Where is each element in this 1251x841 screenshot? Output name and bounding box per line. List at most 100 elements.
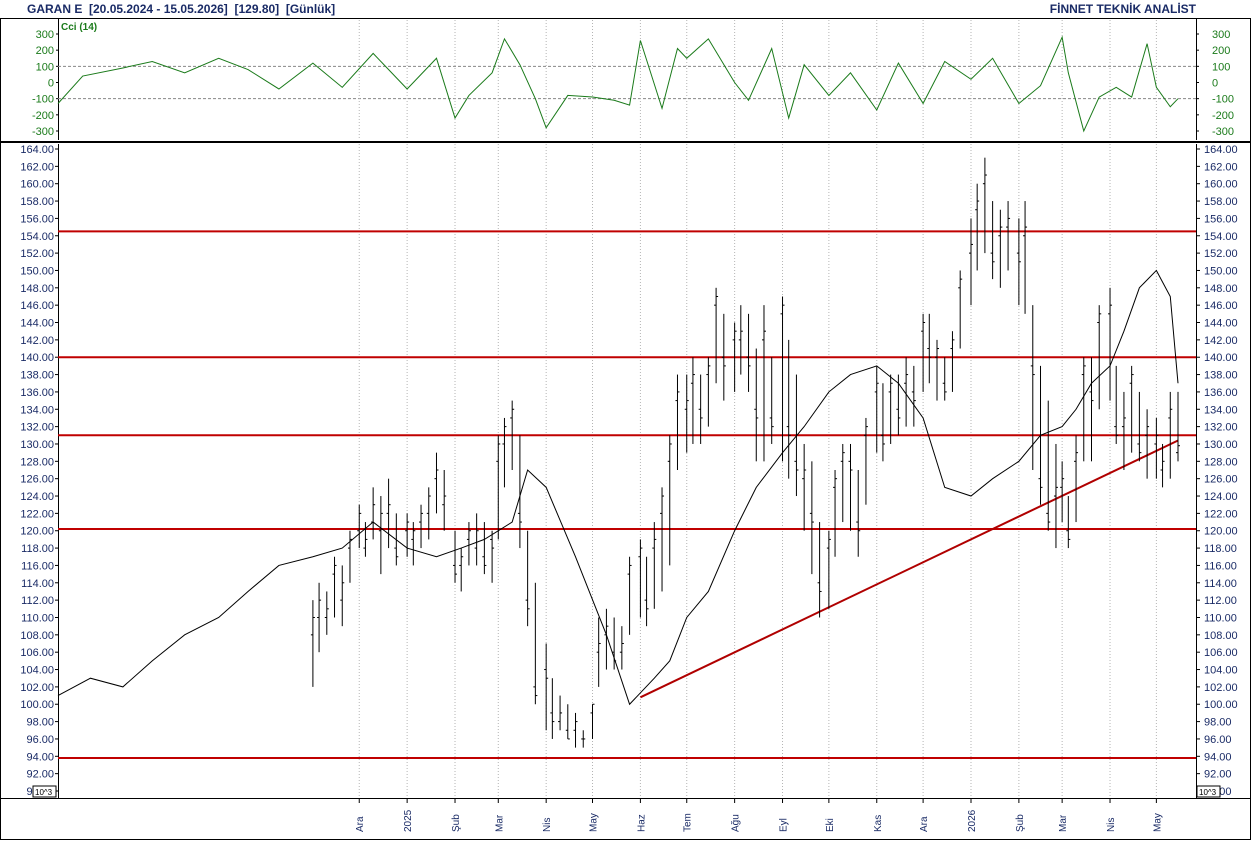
ohlc-bar [848, 443, 853, 531]
cci-tick-label-left: -300 [32, 126, 54, 138]
price-tick-label-left: 94.00 [26, 751, 54, 763]
price-tick-label-left: 146.00 [20, 300, 54, 312]
corner-label-box [1196, 785, 1221, 798]
ohlc-bar [874, 365, 879, 453]
cci-tick-label-right: 100 [1212, 61, 1230, 73]
ohlc-bar [1060, 461, 1065, 523]
ohlc-bar [1114, 365, 1119, 444]
ohlc-bar [466, 522, 471, 566]
price-tick-label-left: 92.00 [26, 769, 54, 781]
ohlc-bar [990, 201, 995, 280]
corner-label-box [32, 785, 57, 798]
cci-tick-label-left: 300 [36, 29, 54, 41]
price-tick-label-left: 122.00 [20, 508, 54, 520]
ohlc-bar [533, 582, 538, 705]
ohlc-bar [1046, 400, 1051, 531]
price-tick-label-left: 144.00 [20, 318, 54, 330]
cci-tick-label-right: -100 [1212, 94, 1234, 106]
ohlc-bar [419, 504, 424, 549]
ohlc-bar [982, 157, 987, 254]
ohlc-bar [856, 470, 861, 557]
corner-labels: 10^3 10^3 [32, 785, 1221, 798]
x-tick-label: Ara [355, 816, 366, 832]
horizontal-levels [58, 230, 1196, 760]
ohlc-bar [738, 305, 743, 375]
ohlc-bar [1176, 391, 1180, 462]
ohlc-bar [363, 522, 368, 557]
ohlc-bar [732, 322, 737, 392]
header-brand: FİNNET TEKNİK ANALİST [1049, 2, 1196, 16]
ohlc-bar [619, 626, 624, 670]
cci-tick-label-left: 200 [36, 45, 54, 57]
ohlc-bar [544, 643, 549, 731]
x-tick-label: Ara [919, 816, 930, 832]
ohlc-bar [411, 522, 416, 566]
ohlc-bar [826, 530, 831, 609]
ohlc-bar [667, 435, 672, 566]
ohlc-bar [558, 695, 563, 731]
x-tick-label: Kas [873, 815, 884, 832]
price-tick-label-left: 134.00 [20, 404, 54, 416]
ohlc-bar [378, 496, 383, 575]
ohlc-bar [652, 522, 657, 609]
cci-tick-label-right: 200 [1212, 45, 1230, 57]
ohlc-bar [434, 452, 439, 514]
price-tick-label-left: 160.00 [20, 179, 54, 191]
ohlc-bar [627, 556, 632, 635]
ohlc-bar [638, 539, 643, 618]
ohlc-bar [386, 478, 391, 549]
ohlc-bar [405, 513, 410, 557]
cci-tick-label-right: 0 [1212, 78, 1218, 90]
price-tick-label-right: 102.00 [1204, 682, 1238, 694]
cci-y-ticks: 300 300 200 200 100 100 0 0 -100 -100 -200 -200 -300… [32, 29, 1234, 138]
ohlc-bar [968, 218, 973, 306]
ohlc-bar [573, 712, 578, 748]
ohlc-bar [942, 357, 947, 401]
price-tick-label-left: 120.00 [20, 526, 54, 538]
price-tick-label-left: 140.00 [20, 352, 54, 364]
price-tick-label-left: 124.00 [20, 491, 54, 503]
price-tick-label-right: 162.00 [1204, 161, 1238, 173]
ohlc-bar [1145, 409, 1150, 479]
ohlc-bar [761, 305, 766, 462]
ohlc-bar [459, 548, 464, 592]
ohlc-bar [474, 513, 479, 566]
ohlc-bar [1030, 305, 1035, 470]
cci-reference-lines [58, 65, 1196, 100]
price-tick-label-left: 130.00 [20, 439, 54, 451]
x-tick-label: May [589, 813, 600, 832]
price-tick-label-right: 98.00 [1204, 717, 1232, 729]
price-tick-label-right: 152.00 [1204, 248, 1238, 260]
price-tick-label-left: 118.00 [21, 543, 54, 555]
price-tick-label-left: 152.00 [20, 248, 54, 260]
price-tick-label-left: 114.00 [21, 578, 54, 590]
price-tick-label-right: 140.00 [1204, 352, 1238, 364]
ohlc-bar [904, 357, 909, 427]
price-tick-label-left: 104.00 [20, 665, 54, 677]
cci-tick-label-left: -100 [32, 94, 54, 106]
ohlc-bar [482, 522, 487, 575]
header-last-price: [129.80] [234, 2, 280, 16]
ohlc-bar [644, 556, 649, 627]
ohlc-bar [1053, 443, 1058, 549]
x-tick-label: Nis [1106, 818, 1117, 832]
ohlc-bar [1089, 357, 1094, 462]
ohlc-bar [911, 365, 916, 427]
price-tick-label-right: 108.00 [1204, 630, 1238, 642]
ohlc-bar [1016, 218, 1021, 306]
corner-label-text: 10^3 [1199, 788, 1217, 797]
price-tick-label-left: 100.00 [20, 699, 54, 711]
ohlc-bar [1097, 305, 1102, 410]
price-tick-label-right: 158.00 [1204, 196, 1238, 208]
price-tick-label-right: 134.00 [1204, 404, 1238, 416]
x-tick-label: Mar [494, 814, 505, 832]
ohlc-bar [442, 470, 447, 531]
cci-panel: Cci (14) 300 300 200 200 100 100 0 0 -100 -100 -20… [0, 19, 1251, 143]
x-tick-label: Şub [1015, 814, 1026, 832]
cci-tick-label-right: -300 [1212, 126, 1234, 138]
ohlc-bar [525, 530, 530, 627]
ohlc-bar [1168, 391, 1173, 479]
price-tick-label-right: 144.00 [1204, 318, 1238, 330]
ohlc-bar [550, 678, 555, 739]
ohlc-bar [675, 374, 680, 470]
